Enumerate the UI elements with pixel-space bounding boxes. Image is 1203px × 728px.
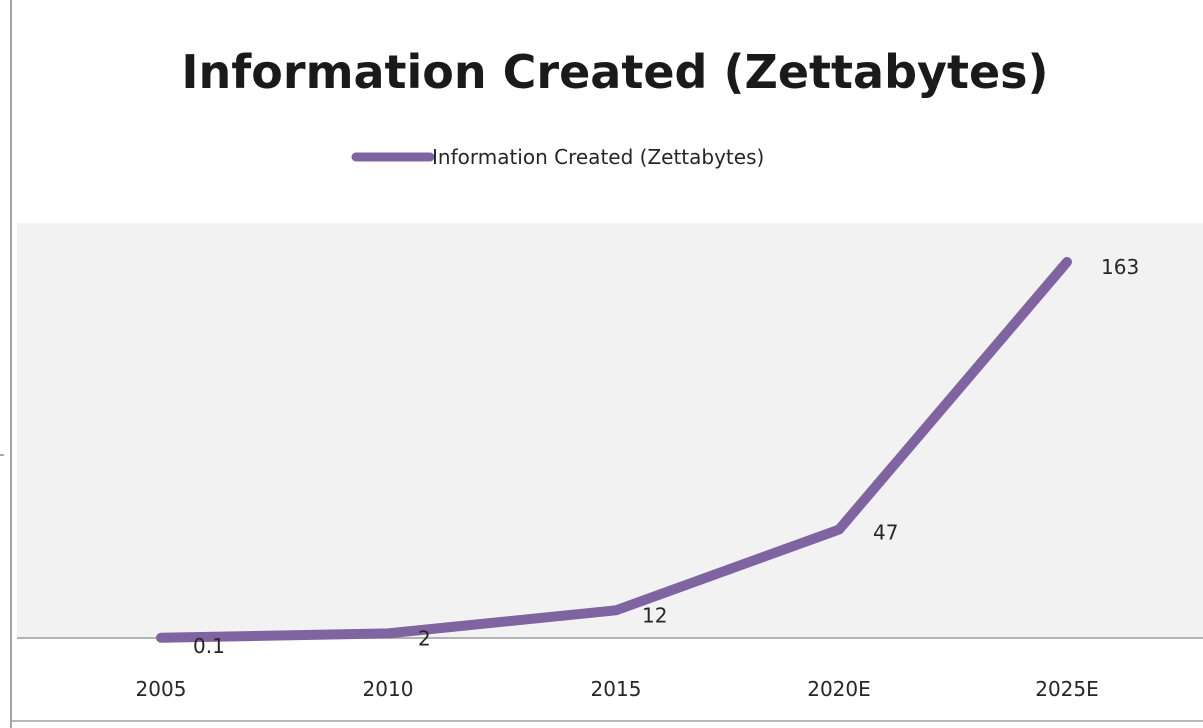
legend: Information Created (Zettabytes) [351, 145, 764, 169]
data-labels: 0.1 2 12 47 163 [193, 255, 1139, 658]
legend-label: Information Created (Zettabytes) [432, 145, 764, 169]
data-label: 47 [873, 521, 898, 545]
plot-area [17, 223, 1203, 637]
x-tick-label: 2005 [136, 677, 187, 701]
x-tick-labels: 2005 2010 2015 2020E 2025E [136, 677, 1099, 701]
data-label: 0.1 [193, 634, 225, 658]
data-label: 12 [642, 603, 667, 627]
x-tick-label: 2015 [591, 677, 642, 701]
x-tick-label: 2020E [807, 677, 871, 701]
chart-title: Information Created (Zettabytes) [181, 45, 1048, 99]
x-tick-label: 2010 [363, 677, 414, 701]
data-label: 2 [418, 626, 431, 650]
series-line [156, 257, 1072, 643]
x-tick-label: 2025E [1035, 677, 1099, 701]
data-label: 163 [1101, 255, 1139, 279]
